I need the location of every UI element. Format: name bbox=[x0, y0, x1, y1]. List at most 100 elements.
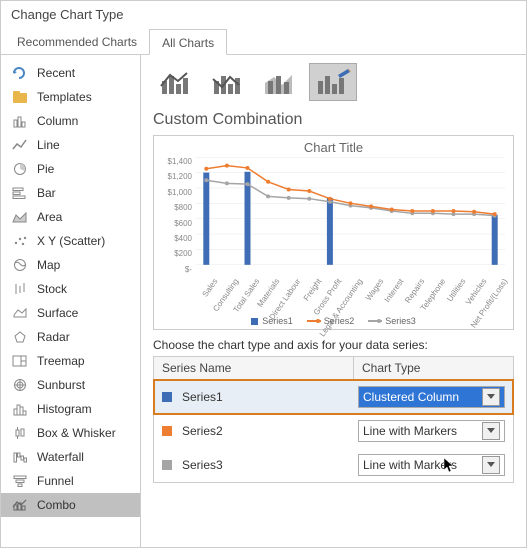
combo-subtype-row bbox=[153, 63, 514, 101]
sidebar-item-column[interactable]: Column bbox=[1, 109, 140, 133]
sidebar-item-label: Map bbox=[37, 258, 60, 272]
sidebar-item-combo[interactable]: Combo bbox=[1, 493, 140, 517]
dropdown-button[interactable] bbox=[482, 456, 500, 474]
surface-icon bbox=[11, 305, 29, 321]
sidebar-item-label: Sunburst bbox=[37, 378, 85, 392]
map-icon bbox=[11, 257, 29, 273]
chart-legend: Series1 Series2 Series3 bbox=[154, 316, 513, 326]
tab-all-charts[interactable]: All Charts bbox=[149, 29, 227, 55]
sidebar-item-sunburst[interactable]: Sunburst bbox=[1, 373, 140, 397]
dropdown-button[interactable] bbox=[482, 422, 500, 440]
sidebar-item-templates[interactable]: Templates bbox=[1, 85, 140, 109]
legend-item-series1: Series1 bbox=[251, 316, 293, 326]
sidebar-item-line[interactable]: Line bbox=[1, 133, 140, 157]
series-color-swatch bbox=[162, 426, 172, 436]
sidebar-item-stock[interactable]: Stock bbox=[1, 277, 140, 301]
line-icon bbox=[11, 137, 29, 153]
sidebar-item-bar[interactable]: Bar bbox=[1, 181, 140, 205]
sidebar-item-label: Combo bbox=[37, 498, 76, 512]
series-color-swatch bbox=[162, 392, 172, 402]
series-color-swatch bbox=[162, 460, 172, 470]
sidebar-item-label: Stock bbox=[37, 282, 67, 296]
recent-icon bbox=[11, 65, 29, 81]
chart-title: Chart Title bbox=[154, 136, 513, 157]
mouse-cursor-icon bbox=[444, 458, 456, 474]
stock-icon bbox=[11, 281, 29, 297]
change-chart-type-dialog: Change Chart Type Recommended Charts All… bbox=[0, 0, 527, 548]
bar-icon bbox=[11, 185, 29, 201]
sidebar-item-funnel[interactable]: Funnel bbox=[1, 469, 140, 493]
sidebar-item-label: Funnel bbox=[37, 474, 74, 488]
sidebar-item-treemap[interactable]: Treemap bbox=[1, 349, 140, 373]
tab-recommended[interactable]: Recommended Charts bbox=[5, 29, 149, 55]
series-table: Series Name Chart Type Series1 Clustered… bbox=[153, 356, 514, 483]
box-whisker-icon bbox=[11, 425, 29, 441]
chart-plot-area bbox=[196, 157, 505, 265]
sunburst-icon bbox=[11, 377, 29, 393]
y-axis-labels: $1,400$1,200$1,000$800$600$400$200$- bbox=[158, 158, 192, 281]
sidebar-item-label: Treemap bbox=[37, 354, 85, 368]
main-panel: Custom Combination Chart Title $1,400$1,… bbox=[141, 55, 526, 547]
sidebar-item-surface[interactable]: Surface bbox=[1, 301, 140, 325]
treemap-icon bbox=[11, 353, 29, 369]
series-table-header: Series Name Chart Type bbox=[154, 357, 513, 380]
subtype-custom-combination[interactable] bbox=[309, 63, 357, 101]
sidebar-item-label: Bar bbox=[37, 186, 56, 200]
sidebar-item-area[interactable]: Area bbox=[1, 205, 140, 229]
col-chart-type: Chart Type bbox=[354, 357, 513, 379]
chart-type-select[interactable]: Clustered Column bbox=[358, 386, 505, 408]
sidebar-item-label: Templates bbox=[37, 90, 92, 104]
sidebar-item-label: Waterfall bbox=[37, 450, 84, 464]
series-instruction: Choose the chart type and axis for your … bbox=[153, 338, 514, 352]
series-name-label: Series3 bbox=[182, 458, 358, 472]
sidebar-item-map[interactable]: Map bbox=[1, 253, 140, 277]
funnel-icon bbox=[11, 473, 29, 489]
histogram-icon bbox=[11, 401, 29, 417]
sidebar-item-label: Recent bbox=[37, 66, 75, 80]
legend-item-series2: Series2 bbox=[307, 316, 355, 326]
subtype-clustered-column-line-secondary[interactable] bbox=[205, 63, 253, 101]
series-row[interactable]: Series3 Line with Markers bbox=[154, 448, 513, 482]
templates-icon bbox=[11, 89, 29, 105]
pie-icon bbox=[11, 161, 29, 177]
series-row[interactable]: Series2 Line with Markers bbox=[154, 414, 513, 448]
sidebar-item-label: Column bbox=[37, 114, 78, 128]
chart-type-sidebar: Recent Templates Column Line Pie Bar bbox=[1, 55, 141, 547]
dropdown-button[interactable] bbox=[482, 388, 500, 406]
sidebar-item-recent[interactable]: Recent bbox=[1, 61, 140, 85]
col-series-name: Series Name bbox=[154, 357, 354, 379]
sidebar-item-label: Box & Whisker bbox=[37, 426, 116, 440]
scatter-icon bbox=[11, 233, 29, 249]
waterfall-icon bbox=[11, 449, 29, 465]
tab-strip: Recommended Charts All Charts bbox=[1, 28, 526, 55]
series-row[interactable]: Series1 Clustered Column bbox=[154, 380, 513, 414]
legend-item-series3: Series3 bbox=[368, 316, 416, 326]
window-title: Change Chart Type bbox=[1, 1, 526, 28]
chart-type-value: Line with Markers bbox=[363, 458, 457, 472]
radar-icon bbox=[11, 329, 29, 345]
sidebar-item-label: Surface bbox=[37, 306, 78, 320]
sidebar-item-pie[interactable]: Pie bbox=[1, 157, 140, 181]
section-title: Custom Combination bbox=[153, 111, 514, 129]
sidebar-item-waterfall[interactable]: Waterfall bbox=[1, 445, 140, 469]
combo-icon bbox=[11, 497, 29, 513]
series-name-label: Series2 bbox=[182, 424, 358, 438]
sidebar-item-label: Radar bbox=[37, 330, 70, 344]
subtype-clustered-column-line[interactable] bbox=[153, 63, 201, 101]
chart-type-select[interactable]: Line with Markers bbox=[358, 420, 505, 442]
subtype-stacked-area-column[interactable] bbox=[257, 63, 305, 101]
series-name-label: Series1 bbox=[182, 390, 358, 404]
sidebar-item-radar[interactable]: Radar bbox=[1, 325, 140, 349]
chart-type-value: Clustered Column bbox=[363, 390, 459, 404]
sidebar-item-label: Pie bbox=[37, 162, 54, 176]
chart-type-select[interactable]: Line with Markers bbox=[358, 454, 505, 476]
chart-preview: Chart Title $1,400$1,200$1,000$800$600$4… bbox=[153, 135, 514, 330]
sidebar-item-label: X Y (Scatter) bbox=[37, 234, 105, 248]
sidebar-item-label: Histogram bbox=[37, 402, 92, 416]
area-icon bbox=[11, 209, 29, 225]
sidebar-item-box-whisker[interactable]: Box & Whisker bbox=[1, 421, 140, 445]
sidebar-item-scatter[interactable]: X Y (Scatter) bbox=[1, 229, 140, 253]
column-icon bbox=[11, 113, 29, 129]
sidebar-item-histogram[interactable]: Histogram bbox=[1, 397, 140, 421]
sidebar-item-label: Line bbox=[37, 138, 60, 152]
